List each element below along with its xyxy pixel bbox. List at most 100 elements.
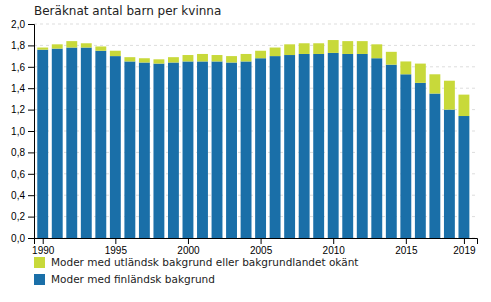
tick-mark bbox=[28, 88, 34, 89]
bar bbox=[386, 65, 397, 238]
tick-mark bbox=[333, 238, 334, 244]
tick: 0,4 bbox=[11, 190, 34, 201]
bar bbox=[95, 51, 106, 238]
tick: 0,6 bbox=[11, 169, 34, 180]
bar bbox=[429, 94, 440, 238]
bar bbox=[168, 63, 179, 238]
chart: 1990 1995 2000 2005 2010 2015 2019 0,0 0,2 0,4 0,6… bbox=[0, 0, 491, 302]
tick-label: 2000 bbox=[177, 245, 200, 256]
bar bbox=[139, 63, 150, 238]
grid-line bbox=[34, 24, 477, 25]
tick: 1,2 bbox=[11, 104, 34, 115]
bar bbox=[226, 63, 237, 238]
bar bbox=[357, 54, 368, 238]
tick: 1,8 bbox=[11, 40, 34, 51]
tick-label: 2015 bbox=[395, 245, 418, 256]
axis-line bbox=[28, 25, 35, 239]
bar bbox=[241, 54, 252, 61]
legend-item: Moder med finländsk bakgrund bbox=[34, 273, 215, 285]
bar bbox=[110, 56, 121, 238]
tick: 0,2 bbox=[11, 211, 34, 222]
bar bbox=[241, 61, 252, 238]
bar bbox=[328, 53, 339, 238]
bar bbox=[357, 41, 368, 54]
tick-label: 2019 bbox=[453, 245, 476, 256]
tick-label: 0,2 bbox=[11, 211, 25, 222]
tick-label: 0,8 bbox=[11, 147, 25, 158]
bar bbox=[255, 58, 266, 238]
bar bbox=[212, 61, 223, 238]
bar bbox=[124, 57, 135, 61]
bar bbox=[139, 58, 150, 62]
bar bbox=[52, 49, 63, 238]
bar bbox=[415, 83, 426, 238]
tick: 2015 bbox=[395, 238, 418, 256]
bar bbox=[429, 74, 440, 93]
tick-label: 1,0 bbox=[11, 126, 25, 137]
tick-label: 2,0 bbox=[11, 19, 25, 30]
bar bbox=[415, 64, 426, 83]
legend-label: Moder med utländsk bakgrund eller bakgru… bbox=[51, 256, 358, 268]
tick-label: 1,6 bbox=[11, 62, 25, 73]
tick-mark bbox=[28, 110, 34, 111]
title: Beräknat antal barn per kvinna bbox=[34, 4, 221, 18]
bar bbox=[386, 52, 397, 65]
bar bbox=[458, 95, 469, 116]
tick-label: 0,4 bbox=[11, 190, 25, 201]
bar bbox=[342, 54, 353, 238]
legend-swatch bbox=[34, 274, 45, 285]
tick-mark bbox=[28, 195, 34, 196]
bar bbox=[197, 54, 208, 61]
bar bbox=[124, 61, 135, 238]
bar bbox=[400, 74, 411, 238]
bar bbox=[284, 44, 295, 55]
tick: 2010 bbox=[323, 238, 346, 256]
bar bbox=[313, 54, 324, 238]
tick: 1,6 bbox=[11, 62, 34, 73]
axis-line bbox=[35, 239, 478, 245]
tick-label: 1,2 bbox=[11, 104, 25, 115]
bar bbox=[153, 64, 164, 238]
tick: 0,0 bbox=[11, 233, 34, 244]
tick-label: 1990 bbox=[32, 245, 55, 256]
bar bbox=[81, 48, 92, 238]
tick-mark bbox=[28, 152, 34, 153]
legend-swatch bbox=[34, 257, 45, 268]
bar bbox=[270, 48, 281, 57]
tick-mark bbox=[28, 217, 34, 218]
tick-mark bbox=[406, 238, 407, 244]
bar-series bbox=[37, 40, 469, 116]
bar bbox=[299, 54, 310, 238]
tick-mark bbox=[261, 238, 262, 244]
tick-label: 1995 bbox=[105, 245, 128, 256]
bar bbox=[400, 61, 411, 74]
bar bbox=[81, 43, 92, 47]
bar bbox=[183, 55, 194, 61]
tick-mark bbox=[28, 174, 34, 175]
tick: 2005 bbox=[250, 238, 273, 256]
tick: 1990 bbox=[32, 238, 55, 256]
bar bbox=[52, 44, 63, 48]
legend: Moder med utländsk bakgrund eller bakgru… bbox=[34, 256, 358, 285]
bar bbox=[66, 48, 77, 238]
tick: 2,0 bbox=[11, 19, 34, 30]
tick: 2000 bbox=[177, 238, 200, 256]
tick-mark bbox=[28, 24, 34, 25]
bar bbox=[66, 41, 77, 47]
bar bbox=[153, 59, 164, 63]
bar bbox=[458, 116, 469, 238]
tick-label: 1,4 bbox=[11, 83, 25, 94]
tick: 1,4 bbox=[11, 83, 34, 94]
bar bbox=[110, 51, 121, 56]
bar bbox=[371, 44, 382, 58]
tick-label: 1,8 bbox=[11, 40, 25, 51]
tick-mark bbox=[28, 131, 34, 132]
legend-item: Moder med utländsk bakgrund eller bakgru… bbox=[34, 256, 358, 268]
bar bbox=[299, 43, 310, 54]
tick: 1995 bbox=[105, 238, 128, 256]
bar bbox=[226, 56, 237, 62]
tick: 1,0 bbox=[11, 126, 34, 137]
bar bbox=[168, 57, 179, 62]
bar bbox=[37, 50, 48, 238]
bar-series bbox=[37, 48, 469, 238]
